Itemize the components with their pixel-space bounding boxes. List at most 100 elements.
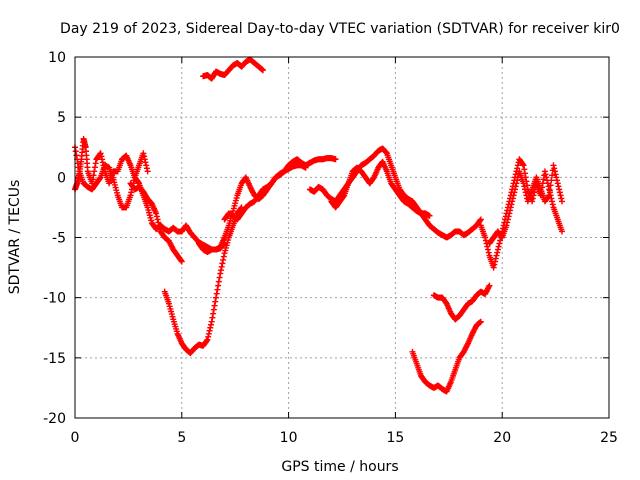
data-point [521, 166, 528, 173]
data-point [514, 177, 521, 184]
data-point [210, 306, 217, 313]
data-point [220, 253, 227, 260]
data-point [142, 159, 149, 166]
data-point [522, 189, 529, 196]
x-tick-label: 20 [493, 430, 511, 446]
data-point [509, 195, 516, 202]
data-point [97, 150, 104, 157]
data-point [141, 153, 148, 160]
data-point [546, 192, 553, 199]
data-point [511, 189, 518, 196]
data-point [556, 186, 563, 193]
data-point [519, 161, 526, 168]
data-point [332, 156, 339, 163]
data-point [207, 324, 214, 331]
data-point [99, 156, 106, 163]
data-point [153, 213, 160, 220]
data-point [505, 213, 512, 220]
data-point [91, 164, 98, 171]
data-point [205, 333, 212, 340]
data-point [219, 260, 226, 267]
data-point [549, 201, 556, 208]
data-point [135, 179, 142, 186]
data-point [156, 225, 163, 232]
data-point [205, 330, 212, 337]
data-point [492, 255, 499, 262]
y-axis-label: SDTVAR / TECUs [7, 180, 23, 295]
data-point [477, 217, 484, 224]
data-point [215, 282, 222, 289]
data-point [178, 257, 185, 264]
data-point [549, 172, 556, 179]
y-tick-label: -15 [43, 351, 66, 367]
data-point [497, 237, 504, 244]
data-point [212, 294, 219, 301]
data-point [340, 193, 347, 200]
data-point [482, 237, 489, 244]
y-tick-label: -10 [43, 291, 66, 307]
data-point [491, 261, 498, 268]
data-point [507, 207, 514, 214]
data-point [512, 186, 519, 193]
data-point [494, 246, 501, 253]
data-point [556, 189, 563, 196]
data-point [131, 177, 138, 184]
data-point [477, 216, 484, 223]
y-tick-label: 10 [48, 50, 66, 66]
grid [75, 57, 609, 418]
data-point [178, 258, 185, 265]
data-point [212, 298, 219, 305]
data-point [302, 164, 309, 171]
data-point [215, 278, 222, 285]
data-point [208, 318, 215, 325]
data-point [484, 246, 491, 253]
data-point [507, 204, 514, 211]
data-point [496, 240, 503, 247]
data-point [210, 310, 217, 317]
data-point [509, 198, 516, 205]
data-point [493, 252, 500, 259]
data-point [512, 183, 519, 190]
data-point [559, 228, 566, 235]
data-point [552, 171, 559, 178]
data-point [557, 192, 564, 199]
data-point [128, 189, 135, 196]
x-tick-label: 0 [71, 430, 80, 446]
data-point [547, 182, 554, 189]
data-point [217, 267, 224, 274]
data-point [495, 243, 502, 250]
data-point [92, 160, 99, 167]
data-point [220, 256, 227, 263]
data-point [89, 176, 96, 183]
data-point [490, 264, 497, 271]
data-point [217, 270, 224, 277]
data-point [504, 219, 511, 226]
data-point [209, 314, 216, 321]
data-point [546, 187, 553, 194]
data-point [559, 198, 566, 205]
data-point [91, 168, 98, 175]
data-point [531, 189, 538, 196]
chart-title: Day 219 of 2023, Sidereal Day-to-day VTE… [60, 21, 620, 37]
data-point [207, 321, 214, 328]
data-point [484, 243, 491, 250]
data-point [203, 337, 210, 344]
x-tick-labels: 0 5 10 15 20 25 [71, 430, 618, 446]
data-point [204, 336, 211, 343]
y-tick-label: 5 [57, 110, 66, 126]
data-point [218, 263, 225, 270]
data-point [492, 258, 499, 265]
data-point [550, 162, 557, 169]
y-tick-label: 0 [57, 170, 66, 186]
data-point [206, 327, 213, 334]
data-point [553, 174, 560, 181]
data-point [506, 210, 513, 217]
data-point [554, 180, 561, 187]
data-point [426, 212, 433, 219]
data-point [508, 201, 515, 208]
data-point [514, 165, 521, 172]
data-point [143, 162, 150, 169]
data-point [156, 222, 163, 229]
data-point [514, 162, 521, 169]
